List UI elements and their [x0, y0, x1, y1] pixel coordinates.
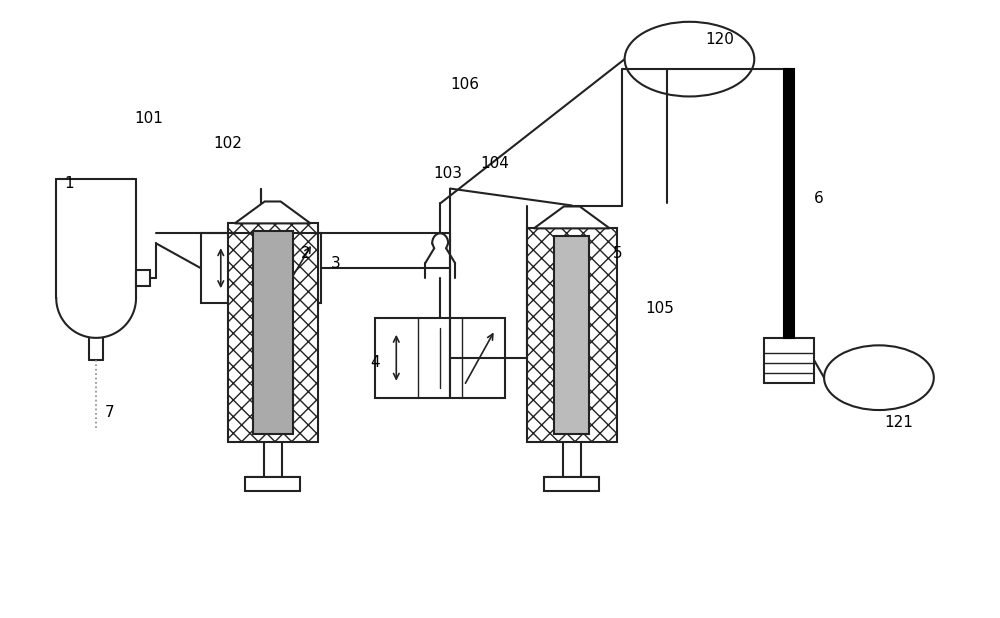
Bar [253, 231, 293, 434]
Text: 103: 103 [434, 166, 463, 181]
Text: 104: 104 [481, 156, 509, 171]
Text: 102: 102 [213, 136, 242, 151]
Text: 121: 121 [884, 415, 913, 430]
Bar [375, 318, 505, 397]
Bar [136, 270, 150, 286]
Bar [201, 234, 320, 303]
Text: 3: 3 [331, 256, 340, 271]
Text: 2: 2 [301, 246, 310, 261]
Text: 5: 5 [613, 246, 622, 261]
Polygon shape [235, 201, 311, 223]
Bar [764, 338, 814, 383]
Text: 120: 120 [705, 32, 734, 47]
Text: 6: 6 [814, 191, 824, 206]
Bar [544, 477, 599, 491]
Ellipse shape [625, 22, 754, 96]
Text: 7: 7 [104, 405, 114, 420]
Ellipse shape [824, 345, 934, 410]
Bar [784, 69, 794, 338]
Bar [527, 229, 617, 442]
Bar [245, 477, 300, 491]
Text: 1: 1 [64, 176, 74, 191]
Text: 106: 106 [451, 77, 480, 91]
Text: 101: 101 [135, 111, 163, 126]
Polygon shape [534, 206, 610, 229]
Text: 105: 105 [645, 300, 674, 316]
Bar [554, 236, 589, 434]
Bar [228, 223, 318, 442]
Text: 4: 4 [371, 355, 380, 370]
